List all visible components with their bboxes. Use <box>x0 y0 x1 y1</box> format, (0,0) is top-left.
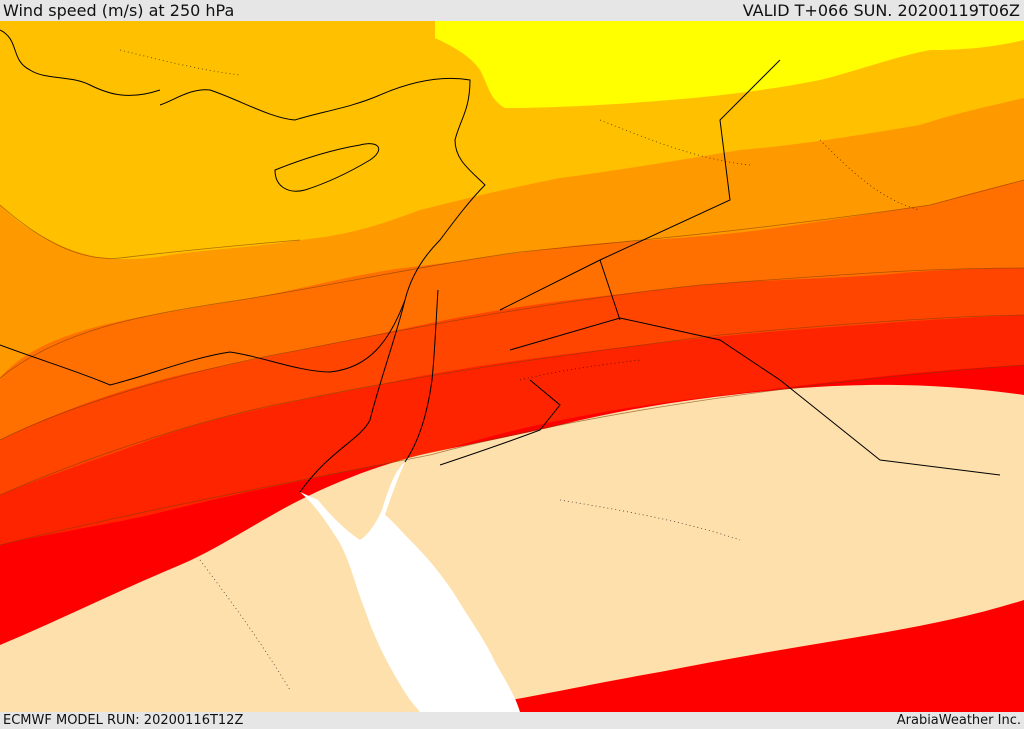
band-1 <box>435 21 1024 108</box>
red-sea <box>300 462 520 712</box>
wind-speed-map <box>0 21 1024 712</box>
map-panel <box>0 21 1024 712</box>
low-wind-land-south <box>0 384 1024 712</box>
map-title: Wind speed (m/s) at 250 hPa <box>3 1 235 20</box>
header-bar: Wind speed (m/s) at 250 hPa VALID T+066 … <box>0 0 1024 21</box>
model-run: ECMWF MODEL RUN: 20200116T12Z <box>3 713 244 728</box>
coastlines <box>0 29 1001 493</box>
credit: ArabiaWeather Inc. <box>896 713 1021 728</box>
valid-time: VALID T+066 SUN. 20200119T06Z <box>742 1 1020 20</box>
footer-bar: ECMWF MODEL RUN: 20200116T12Z ArabiaWeat… <box>0 712 1024 729</box>
province-borders <box>119 49 921 691</box>
